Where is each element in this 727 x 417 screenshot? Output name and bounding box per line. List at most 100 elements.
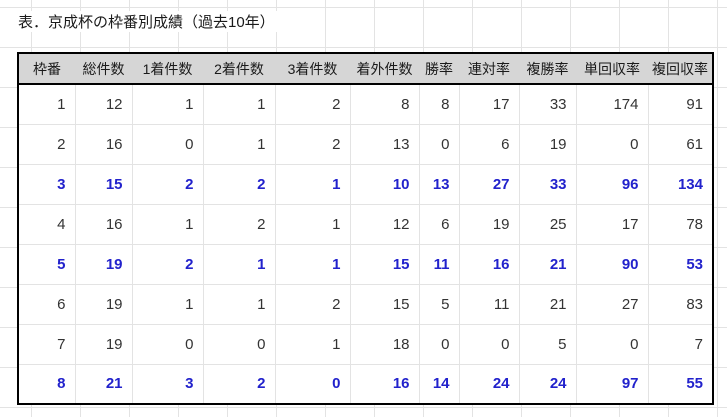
table-cell: 2	[18, 124, 76, 165]
table-cell: 0	[275, 364, 351, 404]
table-cell: 8	[18, 364, 76, 404]
table-cell: 5	[419, 284, 460, 325]
table-cell: 24	[519, 364, 577, 404]
table-cell: 25	[519, 204, 577, 245]
column-header: 連対率	[459, 53, 519, 85]
table-cell: 15	[75, 164, 133, 205]
table-cell: 4	[18, 204, 76, 245]
table-cell: 19	[519, 124, 577, 165]
table-cell: 2	[132, 164, 204, 205]
table-cell: 2	[275, 84, 351, 125]
column-header: 複回収率	[648, 53, 713, 85]
table-cell: 8	[350, 84, 420, 125]
table-cell: 19	[75, 324, 133, 365]
table-cell: 15	[350, 284, 420, 325]
table-cell: 1	[132, 84, 204, 125]
table-cell: 10	[350, 164, 420, 205]
table-cell: 1	[275, 164, 351, 205]
column-header: 着外件数	[350, 53, 419, 85]
table-cell: 19	[75, 284, 133, 325]
table-cell: 1	[275, 324, 351, 365]
table-cell: 18	[350, 324, 420, 365]
table-row: 6 19 1 1 2 15 5 11 21 27 83	[18, 284, 713, 325]
column-header: 枠番	[18, 53, 75, 85]
table-row: 3 15 2 2 1 10 13 27 33 96 134	[18, 164, 713, 205]
table-row: 7 19 0 0 1 18 0 0 5 0 7	[18, 324, 713, 365]
table-row: 1 12 1 1 2 8 8 17 33 174 91	[18, 84, 713, 125]
column-header: 単回収率	[576, 53, 648, 85]
table-cell: 134	[648, 164, 713, 205]
column-header: 2着件数	[203, 53, 275, 85]
table-cell: 2	[275, 124, 351, 165]
table-cell: 1	[132, 204, 204, 245]
table-cell: 6	[459, 124, 520, 165]
table-cell: 16	[75, 124, 133, 165]
table-cell: 33	[519, 164, 577, 205]
table-cell: 33	[519, 84, 577, 125]
table-cell: 90	[576, 244, 649, 285]
table-cell: 1	[203, 124, 276, 165]
table-cell: 0	[459, 324, 520, 365]
table-cell: 1	[275, 244, 351, 285]
table-cell: 97	[576, 364, 649, 404]
table-cell: 19	[459, 204, 520, 245]
table-cell: 0	[419, 124, 460, 165]
table-cell: 3	[18, 164, 76, 205]
table-cell: 2	[203, 364, 276, 404]
column-header: 総件数	[75, 53, 132, 85]
table-cell: 2	[203, 164, 276, 205]
table-cell: 78	[648, 204, 713, 245]
table-cell: 0	[576, 124, 649, 165]
table-cell: 3	[132, 364, 204, 404]
table-cell: 16	[75, 204, 133, 245]
table-cell: 11	[419, 244, 460, 285]
table-cell: 61	[648, 124, 713, 165]
table-cell: 53	[648, 244, 713, 285]
table-cell: 55	[686, 375, 703, 393]
table-cell: 21	[519, 244, 577, 285]
table-cell: 2	[275, 284, 351, 325]
table-cell: 16	[459, 244, 520, 285]
table-cell: 6	[419, 204, 460, 245]
table-cell: 0	[576, 324, 649, 365]
table-cell: 7	[648, 324, 713, 365]
table-cell: 174	[576, 84, 649, 125]
table-cell: 2	[132, 244, 204, 285]
table-cell: 91	[648, 84, 713, 125]
table-cell: 17	[576, 204, 649, 245]
column-header: 複勝率	[519, 53, 576, 85]
table-row: 8 21 3 2 0 16 14 24 24 97 55	[18, 364, 713, 404]
table-cell: 14	[419, 364, 460, 404]
table-row: 2 16 0 1 2 13 0 6 19 0 61	[18, 124, 713, 165]
table-cell: 13	[419, 164, 460, 205]
table-cell: 12	[350, 204, 420, 245]
table-row: 4 16 1 2 1 12 6 19 25 17 78	[18, 204, 713, 245]
table-cell: 1	[275, 204, 351, 245]
table-cell: 21	[75, 364, 133, 404]
table-cell: 15	[350, 244, 420, 285]
table-cell: 6	[18, 284, 76, 325]
table-cell: 5	[519, 324, 577, 365]
column-header: 勝率	[419, 53, 459, 85]
header-row: 枠番 総件数 1着件数 2着件数 3着件数 着外件数 勝率 連対率 複勝率 単回収率 複回収率	[18, 53, 713, 85]
table-cell: 17	[459, 84, 520, 125]
table-cell: 96	[576, 164, 649, 205]
table-row: 5 19 2 1 1 15 11 16 21 90 53	[18, 244, 713, 285]
table-cell: 0	[419, 324, 460, 365]
table-cell: 24	[459, 364, 520, 404]
table-cell: 12	[75, 84, 133, 125]
column-header: 1着件数	[132, 53, 203, 85]
table-cell: 11	[459, 284, 520, 325]
table-cell: 27	[459, 164, 520, 205]
table-cell: 27	[576, 284, 649, 325]
table-cell: 83	[648, 284, 713, 325]
table-cell: 1	[132, 284, 204, 325]
table-cell: 19	[75, 244, 133, 285]
table-cell: 0	[203, 324, 276, 365]
table-cell: 7	[18, 324, 76, 365]
table-cell: 1	[203, 84, 276, 125]
table-cell: 1	[203, 244, 276, 285]
table-cell: 21	[519, 284, 577, 325]
